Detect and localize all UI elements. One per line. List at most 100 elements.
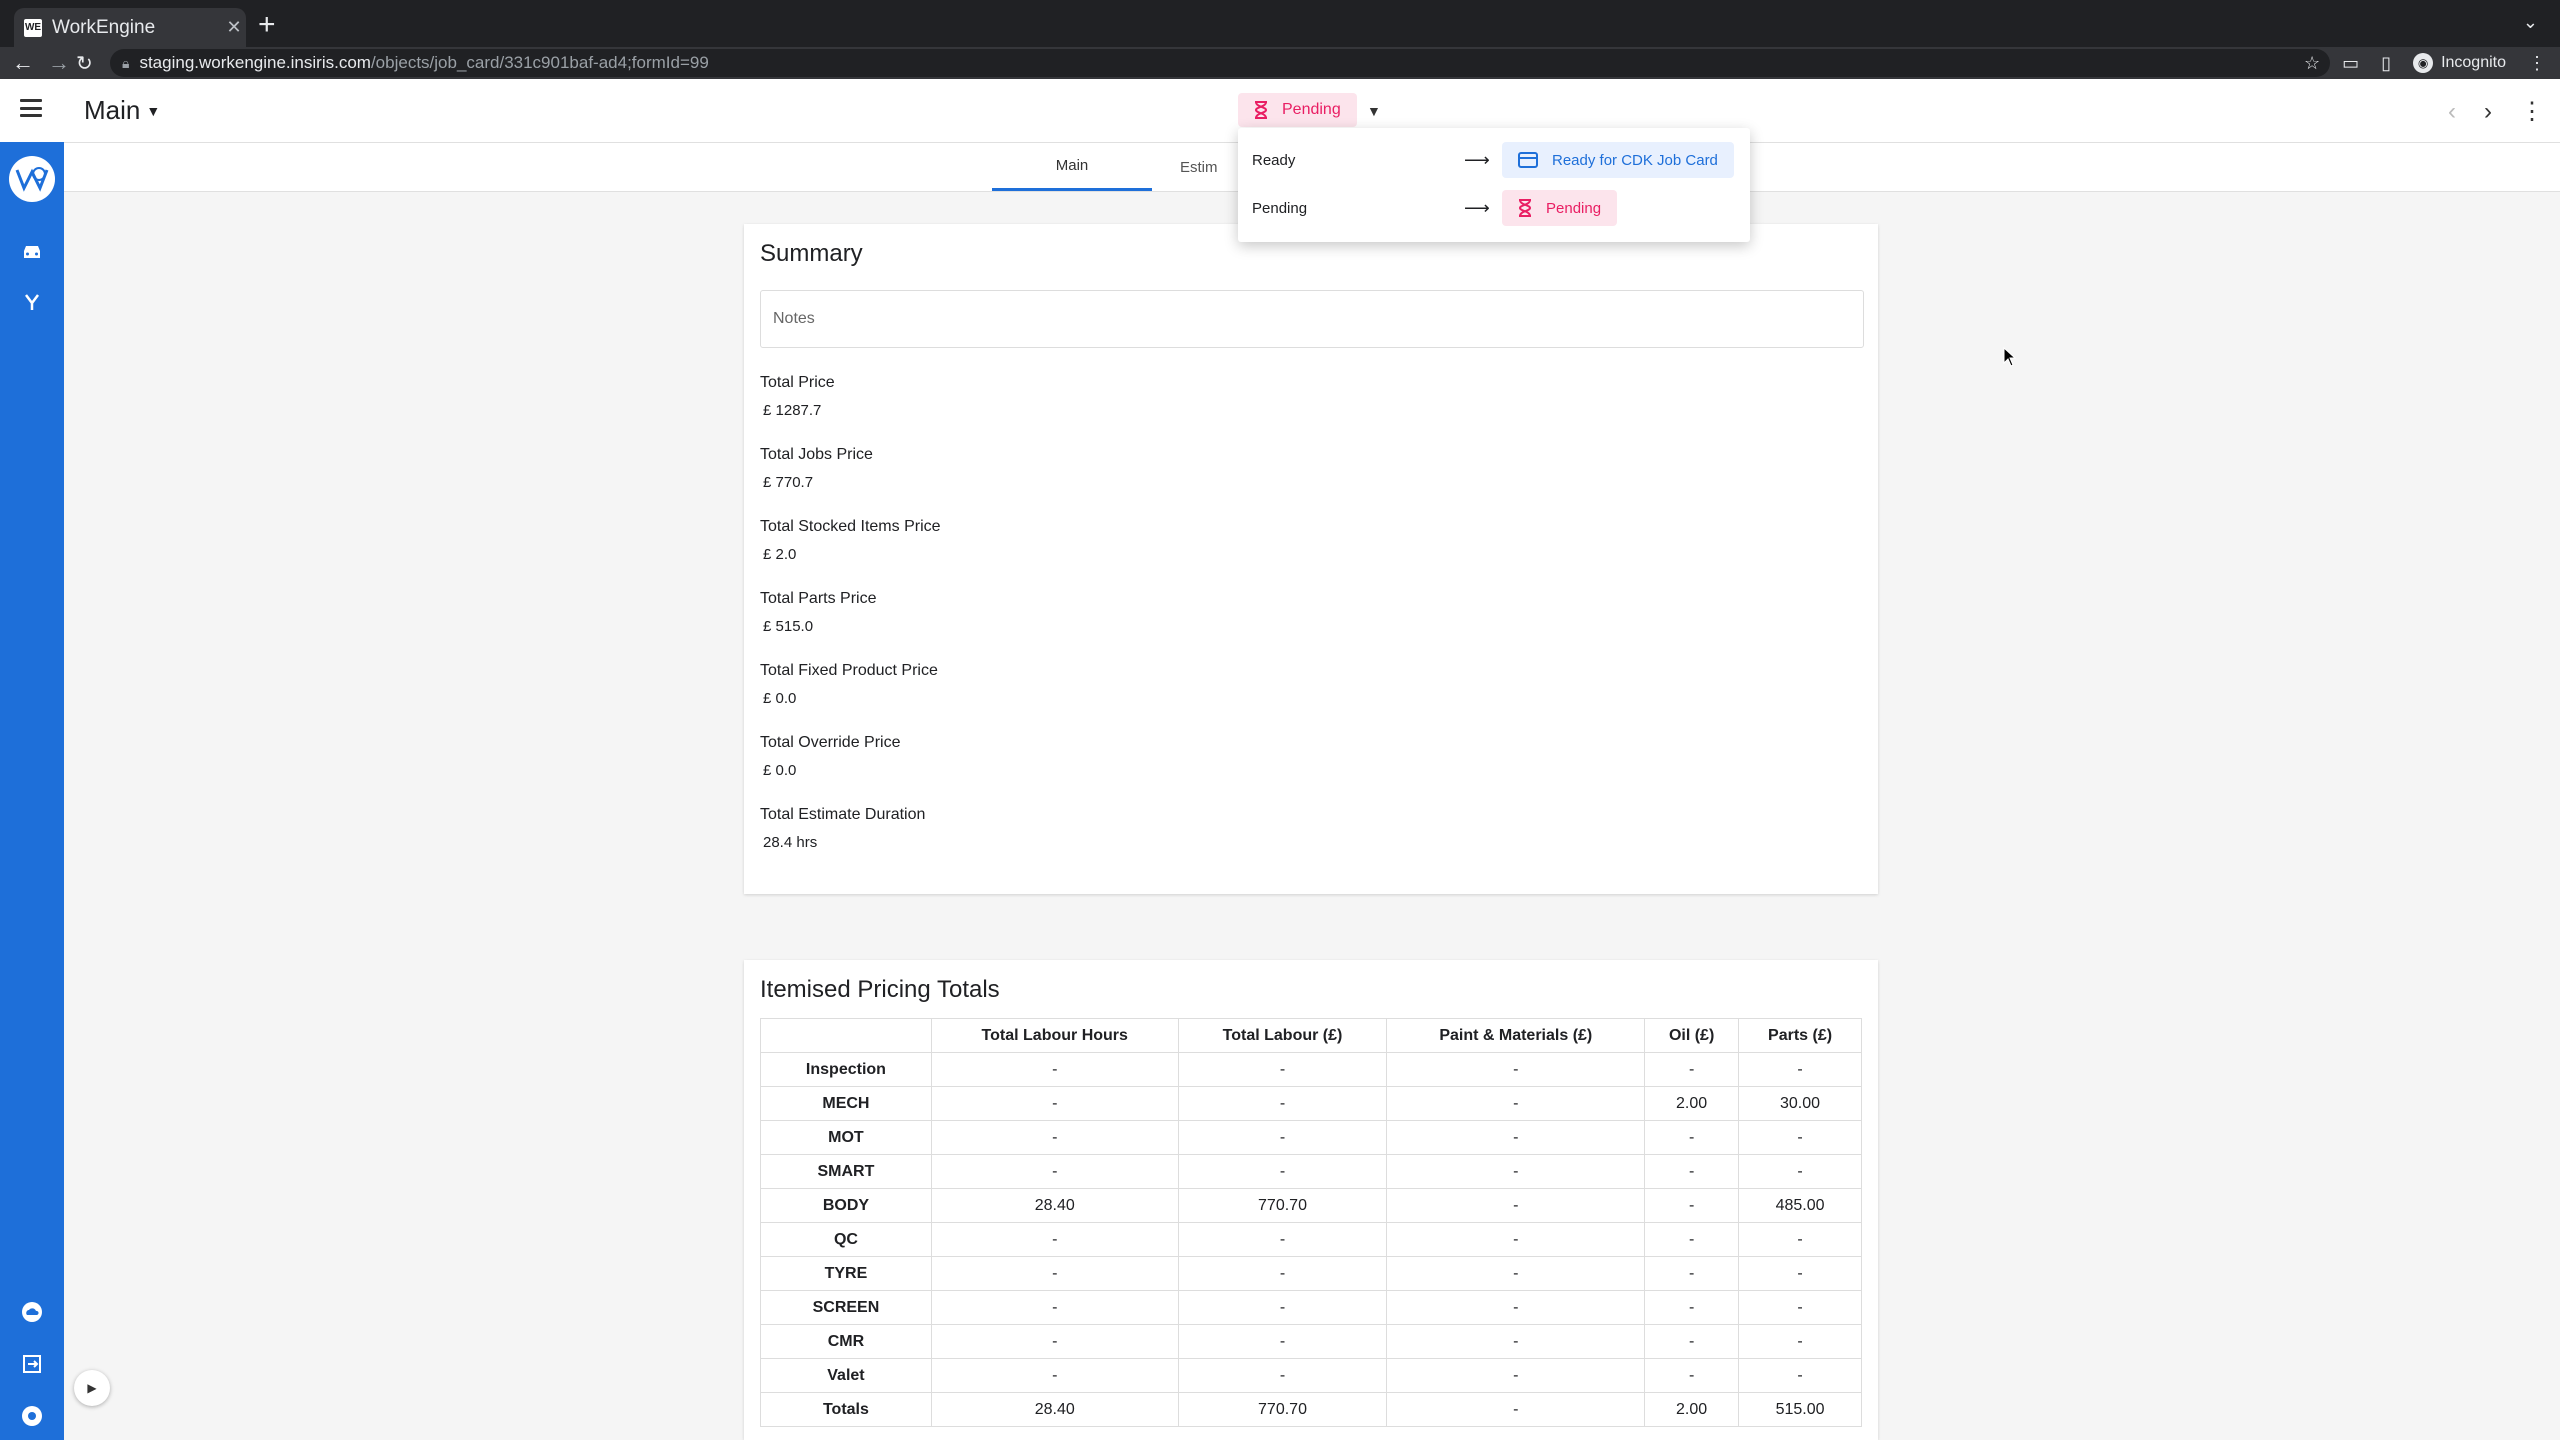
table-cell: - xyxy=(1644,1358,1740,1393)
workengine-logo[interactable] xyxy=(9,156,55,202)
tab-search-icon[interactable]: ⌄ xyxy=(2522,12,2538,32)
table-row: QC - - - - - xyxy=(760,1222,1862,1257)
table-cell: - xyxy=(1177,1256,1388,1291)
table-cell: - xyxy=(1738,1154,1862,1189)
arrow-right-icon: ⟶ xyxy=(1464,149,1490,170)
table-cell: - xyxy=(1644,1222,1740,1257)
table-cell: - xyxy=(1386,1256,1646,1291)
table-cell: 28.40 xyxy=(930,1392,1179,1427)
notes-placeholder: Notes xyxy=(773,310,815,327)
table-cell: - xyxy=(1644,1256,1740,1291)
table-cell: - xyxy=(1386,1222,1646,1257)
table-cell: - xyxy=(930,1222,1179,1257)
browser-menu-icon[interactable]: ⋮ xyxy=(2528,52,2546,73)
table-row: SCREEN - - - - - xyxy=(760,1290,1862,1325)
car-icon[interactable] xyxy=(18,238,46,266)
main-view-selector[interactable]: Main ▼ xyxy=(84,95,160,126)
row-header-cell: SCREEN xyxy=(760,1290,932,1325)
cast-icon[interactable]: ▭ xyxy=(2342,52,2360,73)
field-value: £ 2.0 xyxy=(763,546,797,563)
workflow-icon[interactable] xyxy=(18,288,46,316)
ready-status-label: Ready for CDK Job Card xyxy=(1552,151,1718,169)
table-cell: - xyxy=(1738,1290,1862,1325)
transition-label: Pending xyxy=(1252,199,1308,217)
table-cell: - xyxy=(1738,1222,1862,1257)
row-header-cell: SMART xyxy=(760,1154,932,1189)
back-icon[interactable]: ← xyxy=(12,50,34,75)
address-bar[interactable]: 🔒︎ staging.workengine.insiris.com/object… xyxy=(110,49,2330,77)
next-record-icon[interactable]: › xyxy=(2484,97,2492,125)
table-cell: - xyxy=(930,1120,1179,1155)
row-header-cell: QC xyxy=(760,1222,932,1257)
tab-main[interactable]: Main xyxy=(992,143,1152,191)
row-header-cell: MECH xyxy=(760,1086,932,1121)
reload-icon[interactable]: ↻ xyxy=(76,52,93,75)
table-cell: - xyxy=(930,1290,1179,1325)
transition-option-ready[interactable]: Ready ⟶ Ready for CDK Job Card xyxy=(1238,136,1750,184)
side-panel-icon[interactable]: ▯ xyxy=(2381,52,2392,73)
field-value: £ 0.0 xyxy=(763,690,797,707)
row-header-cell: CMR xyxy=(760,1324,932,1359)
total-fixed-product-price-field: Total Fixed Product Price £ 0.0 xyxy=(760,662,938,707)
browser-tab[interactable]: WE WorkEngine ✕ xyxy=(14,8,246,47)
row-header-cell: MOT xyxy=(760,1120,932,1155)
table-cell: - xyxy=(1177,1290,1388,1325)
notes-field[interactable]: Notes xyxy=(760,290,1864,348)
browser-tab-bar: WE WorkEngine ✕ + ⌄ xyxy=(0,0,2560,47)
table-cell: - xyxy=(1177,1086,1388,1121)
row-header-cell: Inspection xyxy=(760,1052,932,1087)
transition-option-pending[interactable]: Pending ⟶ Pending xyxy=(1238,184,1750,232)
pricing-title: Itemised Pricing Totals xyxy=(760,976,1000,1003)
table-row: Valet - - - - - xyxy=(760,1358,1862,1393)
table-cell: - xyxy=(1177,1052,1388,1087)
table-cell: - xyxy=(1386,1290,1646,1325)
table-row: CMR - - - - - xyxy=(760,1324,1862,1359)
table-cell: - xyxy=(1386,1052,1646,1087)
field-label: Total Parts Price xyxy=(760,590,877,607)
itemised-pricing-card: Itemised Pricing Totals Total Labour Hou… xyxy=(744,960,1878,1440)
ready-status-chip[interactable]: Ready for CDK Job Card xyxy=(1502,142,1734,178)
browser-tab-title: WorkEngine xyxy=(52,16,156,38)
hourglass-icon xyxy=(1518,199,1532,217)
status-button[interactable]: Pending xyxy=(1238,93,1357,127)
forward-icon[interactable]: → xyxy=(48,50,70,75)
more-options-icon[interactable]: ⋮ xyxy=(2520,98,2544,125)
lock-icon: 🔒︎ xyxy=(122,54,130,71)
total-estimate-duration-field: Total Estimate Duration 28.4 hrs xyxy=(760,806,925,851)
field-label: Total Price xyxy=(760,374,835,391)
table-cell: - xyxy=(930,1324,1179,1359)
pending-status-chip[interactable]: Pending xyxy=(1502,190,1618,226)
incognito-indicator[interactable]: ◉ Incognito xyxy=(2413,53,2506,73)
table-cell: - xyxy=(1177,1324,1388,1359)
status-caret-icon[interactable]: ▼ xyxy=(1367,103,1381,119)
bookmark-star-icon[interactable]: ☆ xyxy=(2304,52,2321,73)
new-tab-button[interactable]: + xyxy=(258,8,276,41)
field-label: Total Stocked Items Price xyxy=(760,518,941,535)
total-price-field: Total Price £ 1287.7 xyxy=(760,374,835,419)
table-cell: 515.00 xyxy=(1738,1392,1862,1427)
field-label: Total Override Price xyxy=(760,734,901,751)
tab-estimate[interactable]: Estim xyxy=(1152,143,1310,191)
hamburger-menu-icon[interactable] xyxy=(20,99,42,117)
cloud-icon[interactable] xyxy=(18,1298,46,1326)
transition-label: Ready xyxy=(1252,151,1296,169)
total-stocked-items-price-field: Total Stocked Items Price £ 2.0 xyxy=(760,518,941,563)
field-value: £ 0.0 xyxy=(763,762,797,779)
table-cell: - xyxy=(930,1256,1179,1291)
table-header-row: Total Labour Hours Total Labour (£) Pain… xyxy=(760,1018,1862,1053)
row-header-cell: TYRE xyxy=(760,1256,932,1291)
table-cell: - xyxy=(1738,1256,1862,1291)
expand-sidebar-button[interactable]: ▶ xyxy=(74,1370,110,1406)
url-host: staging.workengine.insiris.com xyxy=(139,53,371,72)
workengine-favicon-icon: WE xyxy=(24,18,42,37)
help-icon[interactable] xyxy=(18,1402,46,1430)
close-tab-icon[interactable]: ✕ xyxy=(226,17,242,37)
previous-record-icon[interactable]: ‹ xyxy=(2448,97,2456,125)
table-cell: - xyxy=(1644,1052,1740,1087)
sidebar xyxy=(0,142,64,1440)
column-header: Parts (£) xyxy=(1738,1018,1862,1053)
table-cell: 770.70 xyxy=(1177,1392,1388,1427)
field-label: Total Fixed Product Price xyxy=(760,662,938,679)
column-header: Total Labour (£) xyxy=(1177,1018,1388,1053)
logout-icon[interactable] xyxy=(18,1350,46,1378)
